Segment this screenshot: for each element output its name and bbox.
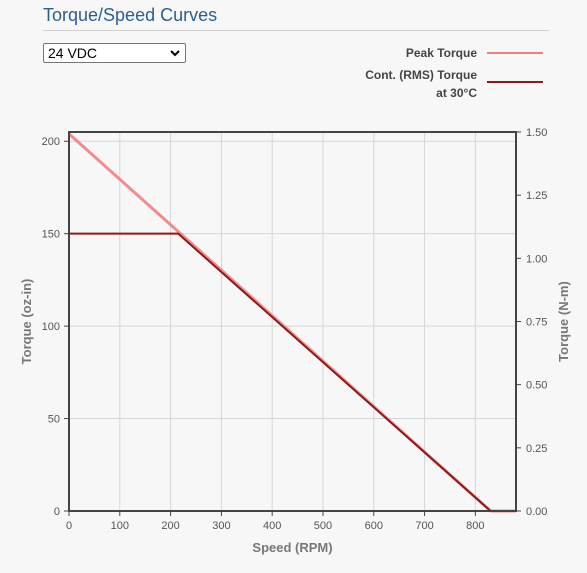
legend-label-cont-line1: Cont. (RMS) Torque bbox=[365, 68, 477, 82]
x-tick-label: 200 bbox=[161, 520, 179, 532]
series-line-peak-torque bbox=[67, 132, 516, 513]
y-right-tick-label: 0.75 bbox=[526, 317, 547, 329]
x-tick-label: 700 bbox=[415, 520, 433, 532]
legend-label-peak-torque: Peak Torque bbox=[405, 46, 477, 60]
y-axis-right-ticks: 0.00 0.25 0.50 0.75 1.00 1.25 1.50 bbox=[516, 127, 547, 518]
x-tick-label: 500 bbox=[314, 520, 332, 532]
chevron-down-icon bbox=[170, 50, 180, 57]
x-tick-label: 0 bbox=[66, 520, 72, 532]
y-tick-label: 150 bbox=[42, 229, 60, 241]
x-axis-label: Speed (RPM) bbox=[252, 540, 332, 555]
title-divider bbox=[43, 30, 549, 31]
legend-swatch-cont-torque bbox=[487, 81, 543, 83]
y-axis-right-label: Torque (N-m) bbox=[556, 281, 571, 362]
y-right-tick-label: 0.50 bbox=[526, 380, 547, 392]
chart-series bbox=[67, 132, 516, 513]
series-line-cont-torque bbox=[69, 232, 516, 512]
y-axis-label: Torque (oz-in) bbox=[19, 279, 34, 365]
y-axis-ticks: 0 50 100 150 200 bbox=[42, 136, 69, 518]
y-right-tick-label: 0.25 bbox=[526, 443, 547, 455]
x-tick-label: 600 bbox=[365, 520, 383, 532]
legend-label-cont-torque: Cont. (RMS) Torque at 30°C bbox=[365, 66, 477, 102]
y-tick-label: 100 bbox=[42, 321, 60, 333]
voltage-select-value: 24 VDC bbox=[48, 45, 98, 61]
x-tick-label: 400 bbox=[263, 520, 281, 532]
y-right-tick-label: 1.25 bbox=[526, 190, 547, 202]
x-tick-label: 800 bbox=[466, 520, 484, 532]
y-right-tick-label: 0.00 bbox=[526, 506, 547, 518]
x-tick-label: 100 bbox=[111, 520, 129, 532]
legend-swatch-peak-torque bbox=[487, 52, 543, 54]
voltage-select[interactable]: 24 VDC bbox=[43, 43, 186, 63]
x-axis-ticks: 0 100 200 300 400 500 600 700 800 bbox=[66, 511, 485, 532]
y-right-tick-label: 1.00 bbox=[526, 253, 547, 265]
x-tick-label: 300 bbox=[212, 520, 230, 532]
y-tick-label: 50 bbox=[48, 414, 60, 426]
page-title: Torque/Speed Curves bbox=[43, 5, 218, 25]
legend-label-cont-line2: at 30°C bbox=[436, 86, 477, 100]
chart-grid bbox=[68, 132, 516, 512]
plot-frame bbox=[68, 131, 517, 512]
y-tick-label: 0 bbox=[54, 506, 60, 518]
y-right-tick-label: 1.50 bbox=[526, 127, 547, 139]
y-tick-label: 200 bbox=[42, 136, 60, 148]
